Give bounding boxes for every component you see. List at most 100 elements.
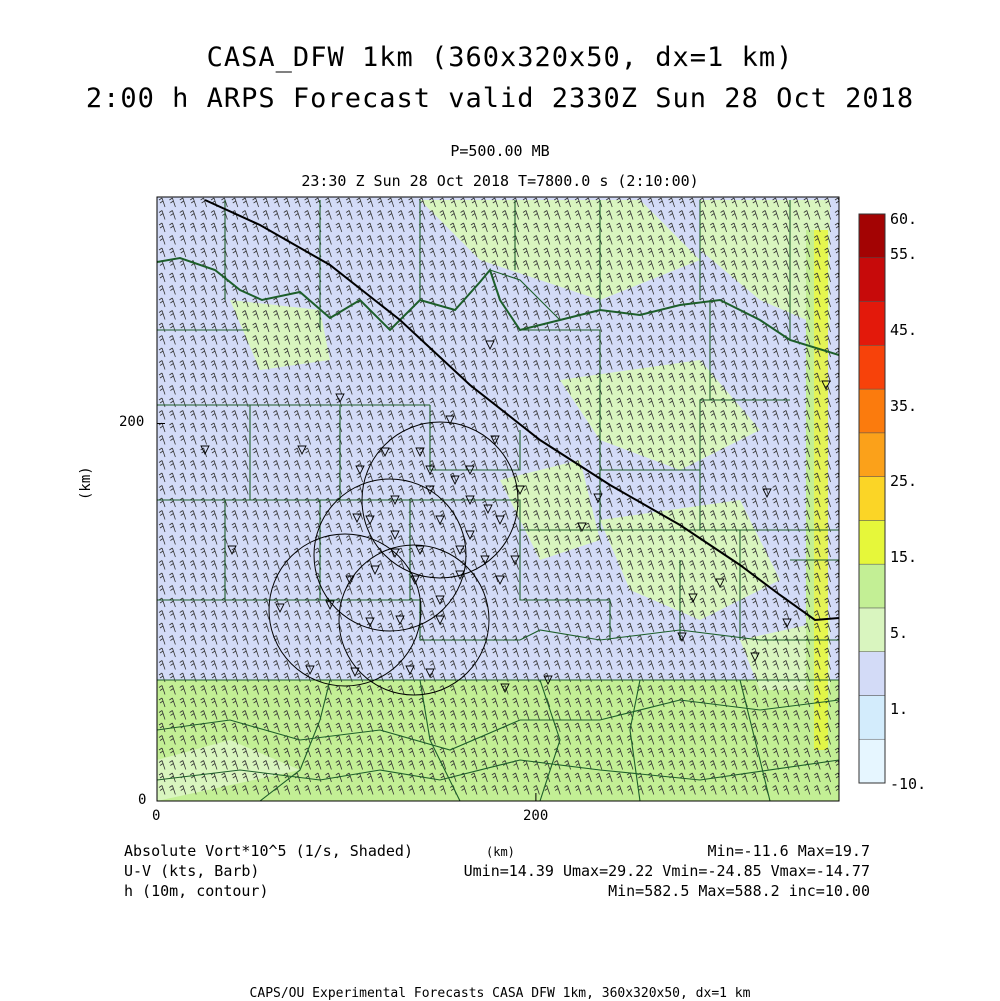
wind-barb	[429, 210, 436, 220]
wind-barb	[179, 197, 187, 208]
wind-barb	[605, 222, 613, 233]
wind-barb	[273, 222, 280, 233]
wind-barb	[574, 247, 582, 258]
wind-barb	[366, 260, 374, 270]
wind-barb	[668, 247, 675, 258]
wind-barb	[564, 247, 571, 258]
wind-barb	[668, 235, 675, 245]
wind-barb	[626, 247, 634, 258]
field-green-patch	[500, 460, 600, 560]
colorbar-label: 5.	[890, 624, 909, 642]
colorbar-segment	[858, 563, 886, 609]
wind-barb	[782, 235, 790, 245]
field-green-patch	[700, 200, 830, 330]
wind-barb	[241, 210, 249, 220]
wind-barb	[605, 235, 613, 245]
wind-barb	[335, 222, 343, 233]
wind-barb	[751, 235, 759, 245]
wind-barb	[189, 222, 197, 233]
wind-barb	[231, 260, 239, 270]
legend-vorticity: Absolute Vort*10^5 (1/s, Shaded)	[124, 842, 413, 860]
wind-barb	[553, 272, 561, 283]
wind-barb	[273, 247, 280, 258]
wind-barb	[678, 235, 686, 245]
wind-barb	[449, 222, 457, 233]
field-south-band	[157, 680, 839, 801]
wind-barb	[439, 210, 447, 220]
wind-barb	[709, 197, 717, 208]
wind-barb	[158, 210, 166, 220]
vorticity-shading	[157, 197, 839, 801]
colorbar-segment	[858, 520, 886, 565]
wind-barb	[553, 247, 561, 258]
wind-barb	[626, 272, 634, 283]
wind-barb	[668, 272, 675, 283]
wind-barb	[501, 210, 509, 220]
wind-barb	[356, 197, 363, 208]
wind-barb	[325, 272, 332, 283]
wind-barb	[304, 235, 311, 245]
wind-barb	[439, 235, 447, 245]
wind-barb	[241, 272, 249, 283]
wind-barb	[678, 247, 686, 258]
wind-barb	[553, 210, 561, 220]
wind-barb	[709, 247, 717, 258]
wind-barb	[720, 272, 727, 283]
wind-barb	[262, 247, 270, 258]
wind-barb	[564, 260, 571, 270]
wind-barb	[356, 210, 363, 220]
wind-barb	[366, 210, 374, 220]
wind-barb	[200, 272, 207, 283]
wind-barb	[325, 197, 332, 208]
wind-barb	[200, 210, 207, 220]
wind-barb	[481, 197, 488, 208]
wind-barb	[189, 210, 197, 220]
wind-barb	[585, 235, 592, 245]
wind-barb	[730, 272, 738, 283]
wind-barb	[657, 272, 665, 283]
wind-barb	[793, 235, 800, 245]
legend-wind: U-V (kts, Barb)	[124, 862, 260, 880]
wind-barb	[429, 260, 436, 270]
wind-barb	[470, 235, 478, 245]
wind-barb	[741, 260, 748, 270]
colorbar-segment	[858, 388, 886, 434]
wind-barb	[283, 272, 291, 283]
wind-barb	[553, 235, 561, 245]
wind-barb	[283, 210, 291, 220]
wind-barb	[470, 272, 478, 283]
wind-barb	[709, 235, 717, 245]
wind-barb	[429, 197, 436, 208]
wind-barb	[231, 235, 239, 245]
wind-barb	[169, 235, 176, 245]
wind-barb	[574, 260, 582, 270]
wind-barb	[470, 260, 478, 270]
wind-barb	[356, 235, 363, 245]
wind-barb	[824, 260, 831, 270]
wind-barb	[210, 247, 218, 258]
wind-barb	[741, 272, 748, 283]
colorbar-segment	[858, 695, 886, 740]
wind-barb	[782, 260, 790, 270]
wind-barb	[429, 247, 436, 258]
wind-barb	[293, 260, 301, 270]
wind-barb	[491, 210, 499, 220]
wind-barb	[522, 210, 530, 220]
wind-barb	[387, 247, 395, 258]
wind-barb	[200, 222, 207, 233]
wind-barb	[772, 260, 779, 270]
wind-barb	[730, 222, 738, 233]
wind-barb	[179, 222, 187, 233]
wind-barb	[377, 235, 384, 245]
wind-barb	[158, 235, 166, 245]
wind-barb	[824, 210, 831, 220]
wind-barb	[564, 222, 571, 233]
pressure-level: P=500.00 MB	[450, 142, 550, 160]
wind-barb	[678, 197, 686, 208]
colorbar-label: 15.	[890, 548, 918, 566]
legend-x-unit: (km)	[486, 845, 515, 859]
wind-barb	[387, 222, 395, 233]
wind-barb	[637, 272, 644, 283]
wind-barb	[408, 210, 415, 220]
wind-barb	[241, 260, 249, 270]
